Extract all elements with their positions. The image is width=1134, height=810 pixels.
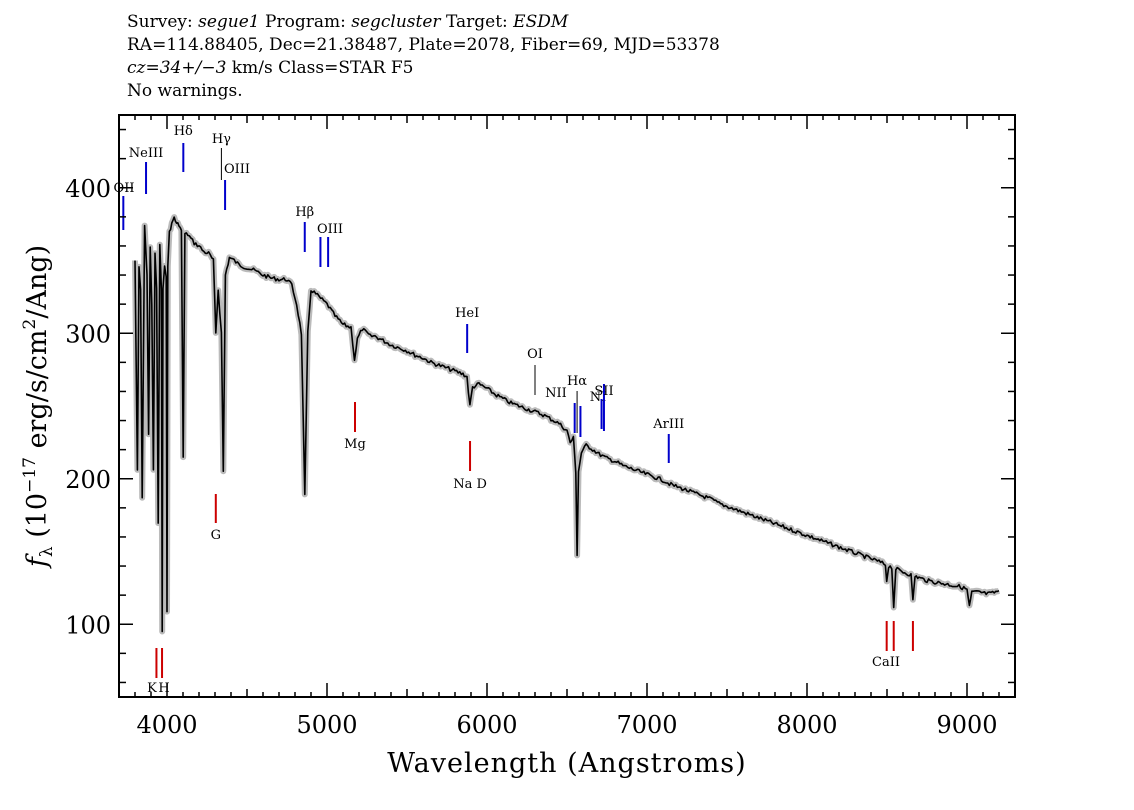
marker-label-2: Hδ: [174, 124, 193, 139]
survey-label: Survey:: [127, 12, 199, 32]
header-line-2: RA=114.88405, Dec=21.38487, Plate=2078, …: [127, 35, 720, 55]
marker-label-6: OIII: [317, 222, 343, 237]
spectrum-series-0: [134, 216, 1000, 633]
marker-label-5: Hβ: [295, 205, 314, 220]
header-line-3: cz=34+/−3 km/s Class=STAR F5: [127, 57, 720, 80]
y-axis-label: fλ (10−17 erg/s/cm2/Ang): [20, 245, 57, 569]
x-tick-label-2: 6000: [456, 711, 517, 739]
survey-value: segue1: [198, 12, 260, 32]
plot-frame: [118, 114, 1016, 698]
x-tick-label-4: 8000: [776, 711, 837, 739]
marker-label-17: H: [158, 681, 169, 696]
marker-label-11: Hα: [567, 374, 587, 389]
y-tick-label-2: 300: [65, 320, 111, 348]
marker-label-1: NeIII: [129, 146, 163, 161]
x-tick-label-0: 4000: [136, 711, 197, 739]
x-tick-label-3: 7000: [616, 711, 677, 739]
marker-label-15: ArIII: [652, 417, 684, 432]
spectrum-header: Survey: segue1 Program: segcluster Targe…: [127, 11, 720, 103]
marker-label-20: Na D: [453, 477, 487, 492]
marker-label-10: NII: [545, 386, 567, 401]
redshift-value: cz=34+/−3: [127, 58, 227, 78]
marker-label-18: G: [211, 528, 221, 543]
y-tick-label-0: 100: [65, 611, 111, 639]
header-line-4: No warnings.: [127, 81, 243, 101]
header-line-1: Survey: segue1 Program: segcluster Targe…: [127, 11, 720, 34]
marker-label-4: OIII: [224, 162, 250, 177]
marker-label-16: K: [147, 681, 157, 696]
spectrum-layer: [132, 214, 1001, 635]
x-tick-label-5: 9000: [936, 711, 997, 739]
program-label: Program:: [259, 12, 352, 32]
target-value: ESDM: [513, 12, 569, 32]
marker-label-8: HeI: [455, 306, 479, 321]
class-text: km/s Class=STAR F5: [226, 58, 414, 78]
x-axis-label: Wavelength (Angstroms): [387, 748, 746, 779]
marker-label-9: OI: [527, 347, 543, 362]
marker-label-21: CaII: [872, 655, 900, 670]
spectrum-error-band: [132, 214, 1001, 635]
target-label: Target:: [440, 12, 514, 32]
axis-ticks-layer: 4000 5000 6000 7000 8000 9000 100 200 300 400: [65, 115, 1016, 739]
y-tick-label-1: 200: [65, 466, 111, 494]
program-value: segcluster: [351, 12, 441, 32]
marker-label-14: SII: [594, 384, 613, 399]
y-tick-label-3: 400: [65, 175, 111, 203]
marker-label-13: NI: [590, 390, 607, 405]
marker-label-3: Hγ: [212, 132, 231, 147]
x-tick-label-1: 5000: [296, 711, 357, 739]
line-markers-layer: OIINeIIIHδHγOIIIHβOIIIHeIOINIIHαNISIIArI…: [114, 124, 914, 696]
marker-label-19: Mg: [344, 437, 366, 452]
